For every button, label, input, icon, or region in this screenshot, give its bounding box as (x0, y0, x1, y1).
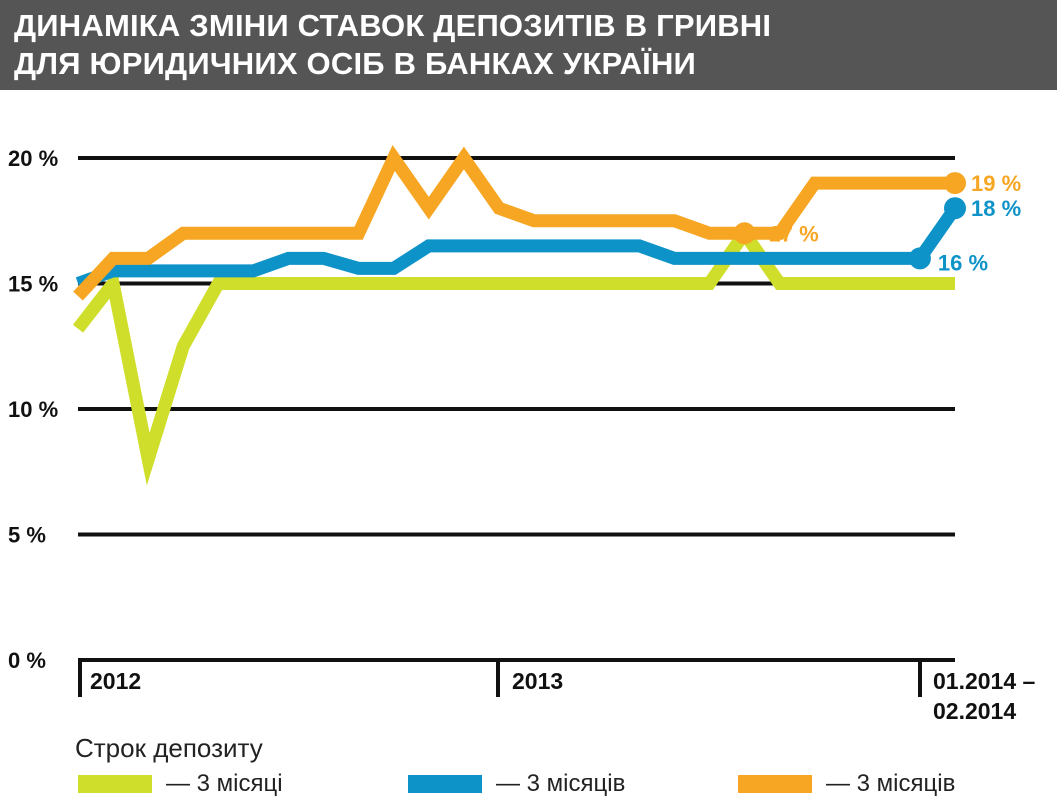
title-banner: ДИНАМІКА ЗМІНИ СТАВОК ДЕПОЗИТІВ В ГРИВНІ… (0, 0, 1057, 90)
chart-title-line-2: ДЛЯ ЮРИДИЧНИХ ОСІБ В БАНКАХ УКРАЇНИ (14, 46, 697, 81)
legend-title: Строк депозиту (75, 733, 263, 763)
legend-label-orange: — 3 місяців (826, 770, 956, 797)
end-point-blue (944, 197, 966, 220)
end-value-label-orange: 19 % (971, 171, 1021, 196)
x-tick-label: 2013 (512, 668, 563, 694)
point-marker-blue (908, 247, 931, 270)
point-marker-orange (733, 222, 756, 245)
y-tick-label: 20 % (8, 146, 58, 171)
end-point-orange (944, 172, 966, 195)
series-line-blue (75, 204, 961, 290)
y-tick-label: 15 % (8, 272, 58, 297)
x-tick-label: 2012 (90, 668, 141, 694)
series-line-orange (73, 145, 955, 301)
legend-swatch-orange (738, 775, 812, 793)
x-tick-label: 02.2014 (933, 698, 1016, 724)
y-tick-label: 10 % (8, 397, 58, 422)
x-tick-label: 01.2014 – (933, 668, 1036, 694)
legend-label-blue: — 3 місяців (496, 770, 626, 797)
line-chart: 0 % 5 % 10 % 15 % 20 % 2012 2013 01.2014 – 02.20… (8, 145, 1036, 724)
legend-label-green: — 3 місяці (166, 770, 283, 797)
end-value-label-blue: 18 % (971, 196, 1021, 221)
y-tick-label: 0 % (8, 648, 46, 673)
point-value-label-blue: 16 % (938, 250, 988, 275)
point-value-label-orange: 17 % (769, 221, 819, 246)
legend-swatch-blue (408, 775, 482, 793)
chart-title-line-1: ДИНАМІКА ЗМІНИ СТАВОК ДЕПОЗИТІВ В ГРИВНІ (14, 8, 772, 43)
y-tick-label: 5 % (8, 523, 46, 548)
legend-swatch-green (78, 775, 152, 793)
series-line-green (72, 221, 955, 486)
